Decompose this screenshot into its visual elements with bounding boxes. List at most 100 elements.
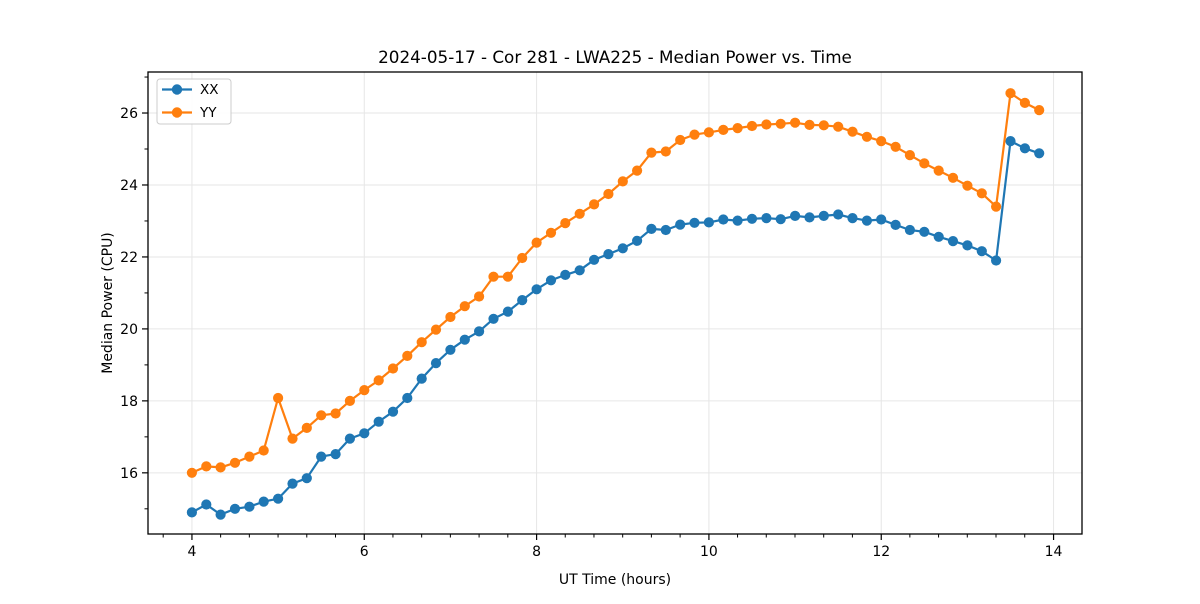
data-point-xx — [1005, 136, 1016, 147]
data-point-xx — [258, 496, 269, 507]
data-point-xx — [359, 428, 370, 439]
data-point-yy — [589, 199, 600, 210]
data-point-yy — [1019, 97, 1030, 108]
data-point-yy — [1034, 105, 1045, 116]
data-point-yy — [330, 408, 341, 419]
data-point-xx — [947, 236, 959, 247]
data-point-yy — [560, 218, 571, 229]
data-point-yy — [603, 188, 614, 200]
data-point-xx — [861, 215, 873, 226]
data-point-yy — [574, 208, 585, 219]
data-point-yy — [488, 271, 499, 282]
data-point-yy — [545, 227, 557, 238]
y-tick-label: 22 — [120, 250, 138, 266]
series-xx — [186, 136, 1045, 520]
data-point-yy — [890, 141, 901, 152]
data-point-xx — [818, 210, 829, 221]
data-point-yy — [689, 129, 700, 140]
data-point-xx — [689, 217, 700, 228]
data-point-yy — [847, 126, 858, 137]
x-tick-label: 8 — [532, 544, 541, 560]
data-point-yy — [818, 120, 829, 131]
data-point-xx — [589, 254, 600, 265]
data-point-yy — [373, 375, 384, 386]
data-point-yy — [459, 301, 470, 312]
data-point-xx — [675, 219, 686, 230]
data-point-xx — [761, 213, 772, 224]
data-point-xx — [1034, 148, 1045, 159]
data-point-xx — [488, 313, 499, 324]
data-point-xx — [617, 243, 628, 254]
data-point-yy — [761, 119, 772, 130]
data-point-yy — [430, 324, 442, 335]
data-point-xx — [459, 334, 470, 345]
data-point-yy — [344, 395, 355, 406]
data-point-yy — [258, 445, 269, 456]
data-point-yy — [502, 271, 513, 282]
y-tick-label: 26 — [120, 106, 138, 122]
legend-marker-xx-icon — [171, 84, 183, 95]
data-point-xx — [229, 503, 241, 514]
data-point-yy — [416, 337, 427, 348]
data-point-yy — [201, 461, 212, 472]
x-tick-label: 12 — [872, 544, 890, 560]
data-point-xx — [919, 226, 930, 237]
data-point-yy — [387, 363, 399, 374]
data-point-xx — [416, 373, 427, 384]
data-point-yy — [474, 291, 485, 302]
data-point-xx — [373, 416, 384, 427]
plot-series — [186, 88, 1045, 520]
data-point-xx — [790, 210, 801, 221]
legend-marker-yy-icon — [171, 107, 183, 118]
data-point-xx — [574, 265, 585, 276]
x-tick-label: 14 — [1045, 544, 1063, 560]
data-point-yy — [833, 121, 844, 132]
series-yy — [186, 88, 1045, 478]
data-point-yy — [229, 457, 241, 468]
data-point-xx — [603, 249, 614, 260]
data-point-yy — [962, 180, 973, 191]
data-point-yy — [933, 165, 944, 176]
legend-label-xx: XX — [200, 82, 219, 98]
data-point-xx — [991, 255, 1002, 266]
y-tick-label: 24 — [120, 178, 138, 194]
y-tick-label: 18 — [120, 394, 138, 410]
x-axis-label: UT Time (hours) — [559, 572, 671, 588]
data-point-xx — [632, 235, 643, 246]
data-point-yy — [703, 127, 715, 138]
data-point-yy — [244, 451, 255, 462]
data-point-yy — [775, 118, 786, 129]
y-tick-label: 16 — [120, 466, 138, 482]
data-point-yy — [876, 136, 887, 147]
data-point-yy — [861, 131, 873, 142]
legend-label-yy: YY — [199, 105, 217, 121]
data-point-xx — [904, 224, 916, 236]
data-point-yy — [904, 150, 916, 161]
y-axis-label: Median Power (CPU) — [100, 232, 116, 374]
axes-ticks: 4 6 8 10 12 14 16 18 20 22 24 26 — [120, 76, 1063, 560]
data-point-yy — [919, 158, 930, 169]
data-point-xx — [215, 509, 226, 520]
data-point-xx — [962, 240, 973, 251]
data-point-xx — [732, 215, 743, 226]
data-point-yy — [402, 350, 413, 361]
data-point-xx — [301, 473, 312, 484]
data-point-xx — [718, 214, 729, 225]
data-point-yy — [316, 410, 327, 421]
data-point-yy — [718, 124, 729, 135]
data-point-xx — [847, 213, 858, 224]
data-point-xx — [201, 499, 212, 510]
data-point-yy — [804, 119, 815, 130]
data-point-yy — [273, 392, 284, 404]
chart-title: 2024-05-17 - Cor 281 - LWA225 - Median P… — [378, 47, 852, 67]
data-point-xx — [474, 326, 485, 337]
data-point-yy — [359, 385, 370, 396]
data-point-yy — [1005, 88, 1016, 99]
grid — [148, 72, 1082, 534]
data-point-xx — [746, 213, 758, 224]
data-point-xx — [646, 223, 657, 234]
data-point-yy — [947, 172, 959, 183]
data-point-yy — [287, 433, 298, 444]
data-point-xx — [703, 217, 715, 228]
